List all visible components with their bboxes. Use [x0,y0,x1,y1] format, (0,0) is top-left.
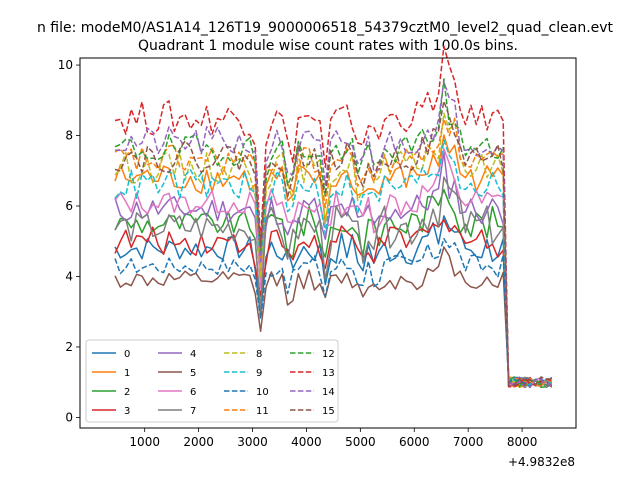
legend-label-6: 6 [190,387,196,398]
x-axis-offset-label: +4.9832e8 [508,455,575,469]
legend-box [85,339,339,423]
x-tick-label: 8000 [507,435,538,449]
plot-lines [114,45,553,389]
x-tick-label: 7000 [453,435,484,449]
legend-label-7: 7 [190,406,196,417]
series-line-0 [114,215,553,388]
legend-label-4: 4 [190,349,196,360]
y-tick-label: 4 [65,269,73,283]
y-tick-label: 10 [58,58,73,72]
series-line-14 [114,80,552,389]
legend-label-13: 13 [322,368,335,379]
legend-label-2: 2 [124,387,130,398]
legend-label-8: 8 [256,349,262,360]
legend-label-14: 14 [322,387,335,398]
x-axis-ticks: 1000 2000 3000 4000 5000 6000 7000 8000 [129,428,537,449]
legend-label-12: 12 [322,349,335,360]
axes-frame [79,57,577,429]
y-tick-label: 0 [65,410,73,424]
series-line-9 [114,139,553,386]
legend-label-15: 15 [322,406,335,417]
x-tick-label: 4000 [291,435,322,449]
x-tick-label: 3000 [237,435,268,449]
series-line-11 [114,117,552,388]
x-tick-label: 1000 [129,435,160,449]
series-line-1 [114,134,553,389]
legend-label-0: 0 [124,349,130,360]
legend-label-5: 5 [190,368,196,379]
legend-label-11: 11 [256,406,269,417]
y-tick-label: 6 [65,199,73,213]
figure-suptitle: n file: modeM0/AS1A14_126T19_9000006518_… [37,20,614,36]
x-tick-label: 2000 [183,435,214,449]
series-line-8 [114,112,553,389]
chart-title: Quadrant 1 module wise count rates with … [138,38,518,54]
series-line-7 [114,176,553,387]
y-tick-label: 2 [65,340,73,354]
legend-label-3: 3 [124,406,130,417]
series-line-6 [114,148,553,387]
legend-label-9: 9 [256,368,262,379]
x-tick-label: 6000 [399,435,430,449]
series-line-5 [114,246,553,387]
series-line-3 [114,218,553,388]
legend-label-1: 1 [124,368,130,379]
y-axis-ticks: 0 2 4 6 8 10 [58,58,80,424]
series-line-15 [114,100,552,387]
legend-label-10: 10 [256,387,269,398]
x-tick-label: 5000 [345,435,376,449]
y-tick-label: 8 [65,129,73,143]
